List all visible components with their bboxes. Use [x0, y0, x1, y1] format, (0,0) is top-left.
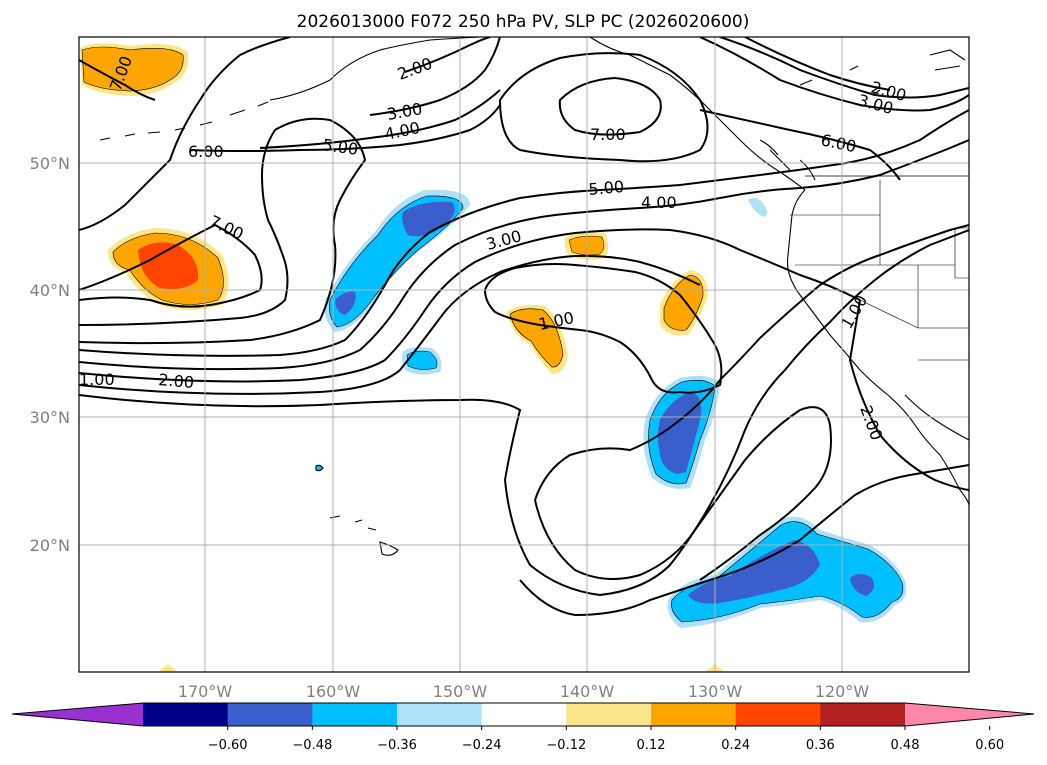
contour-line — [699, 37, 969, 112]
colorbar-segment — [651, 703, 737, 726]
lon-label: 170°W — [178, 682, 233, 701]
colorbar-tick-label: −0.12 — [546, 738, 586, 753]
gridlines — [79, 37, 969, 672]
map-frame — [78, 36, 970, 673]
colorbar-tick-label: 0.60 — [975, 738, 1004, 753]
contour-line — [848, 299, 969, 491]
pv-negative-region — [688, 540, 820, 604]
contour-line — [558, 76, 662, 136]
slp-contours — [79, 37, 969, 617]
lon-label: 130°W — [688, 682, 743, 701]
lat-label: 50°N — [30, 154, 70, 173]
lon-label: 150°W — [433, 682, 488, 701]
colorbar-tick-label: 0.48 — [891, 738, 920, 753]
pv-negative-region — [850, 574, 874, 596]
contour-line — [79, 59, 156, 101]
colorbar-segment — [397, 703, 483, 726]
colorbar-tick-label: −0.60 — [208, 738, 248, 753]
coastline-mexico — [904, 394, 969, 441]
colorbar-tick-label: −0.36 — [377, 738, 417, 753]
contour-line — [719, 37, 969, 99]
contour-line — [79, 37, 291, 231]
contour-label: 1.00 — [79, 370, 115, 389]
colorbar-tick-label: −0.48 — [292, 738, 332, 753]
colorbar-segment — [735, 703, 821, 726]
colorbar-extend-low — [12, 703, 143, 726]
contour-label: 5.00 — [588, 177, 625, 199]
contour-label: 6.00 — [188, 142, 224, 161]
colorbar-tick-label: 0.36 — [806, 738, 835, 753]
contour-line — [79, 223, 263, 308]
lat-label: 20°N — [30, 536, 70, 555]
contour-line — [534, 406, 832, 581]
coastline-aleutians — [99, 101, 269, 141]
contour-line — [79, 139, 969, 371]
contour-line — [79, 229, 969, 597]
lat-label: 30°N — [30, 408, 70, 427]
coastline-hawaii — [329, 515, 399, 556]
colorbar-tick-label: 0.24 — [721, 738, 750, 753]
contour-line — [189, 104, 501, 152]
coastline-alaska — [269, 37, 481, 101]
contour-label: 4.00 — [641, 193, 677, 212]
coastline-arctic-islands — [799, 49, 966, 96]
map-title: 2026013000 F072 250 hPa PV, SLP PC (2026… — [297, 12, 750, 32]
colorbar-segments — [12, 703, 1034, 726]
contour-line — [498, 52, 709, 163]
colorbar: −0.60 −0.48 −0.36 −0.24 −0.12 0.12 0.24 0.36 0.4… — [11, 702, 1035, 753]
colorbar-segment — [143, 703, 229, 726]
contour-label: 7.00 — [590, 125, 626, 144]
pv-positive-region — [663, 274, 704, 331]
lon-label: 120°W — [815, 682, 870, 701]
island-dot — [315, 464, 324, 472]
contour-line — [79, 109, 969, 357]
contour-label: 5.00 — [321, 135, 359, 159]
contour-line — [259, 89, 501, 149]
pv-shading — [80, 43, 907, 672]
pv-positive-region — [509, 308, 564, 368]
colorbar-segment — [312, 703, 398, 726]
contour-line — [519, 464, 969, 617]
state-borders — [790, 180, 969, 361]
lon-label: 160°W — [306, 682, 361, 701]
coastline-baja — [887, 394, 969, 506]
colorbar-tick-label: −0.24 — [462, 738, 502, 753]
pv-negative-region — [402, 201, 455, 237]
contour-line — [79, 117, 367, 345]
colorbar-segment — [227, 703, 313, 726]
lon-labels: 170°W 160°W 150°W 140°W 130°W 120°W — [178, 682, 870, 701]
pv-negative-region — [406, 350, 438, 370]
contour-line — [534, 224, 969, 501]
pv-negative-region — [335, 291, 356, 315]
contour-line — [79, 228, 861, 383]
lat-label: 40°N — [30, 281, 70, 300]
pv-positive-region — [81, 46, 184, 92]
colorbar-segment — [566, 703, 652, 726]
lat-labels: 50°N 40°N 30°N 20°N — [30, 154, 70, 555]
contour-line — [79, 254, 701, 395]
pv-positive-region — [158, 664, 178, 672]
pv-negative-region — [748, 197, 767, 217]
map-area: 7.00 2.00 3.00 4.00 5.00 6.00 7.00 2.00 … — [30, 36, 970, 701]
contour-line — [404, 37, 491, 73]
contour-line — [744, 37, 891, 91]
contour-line — [483, 263, 723, 394]
lon-label: 140°W — [560, 682, 615, 701]
colorbar-segment — [481, 703, 567, 726]
colorbar-segment — [820, 703, 906, 726]
colorbar-extend-high — [905, 703, 1034, 726]
pv-positive-region — [138, 242, 199, 289]
colorbar-tick-label: 0.12 — [637, 738, 666, 753]
contour-label: 2.00 — [158, 370, 195, 392]
colorbar-outline — [11, 702, 1035, 727]
colorbar-ticks: −0.60 −0.48 −0.36 −0.24 −0.12 0.12 0.24 0.36 0.4… — [208, 726, 1004, 753]
contour-line — [369, 37, 501, 116]
